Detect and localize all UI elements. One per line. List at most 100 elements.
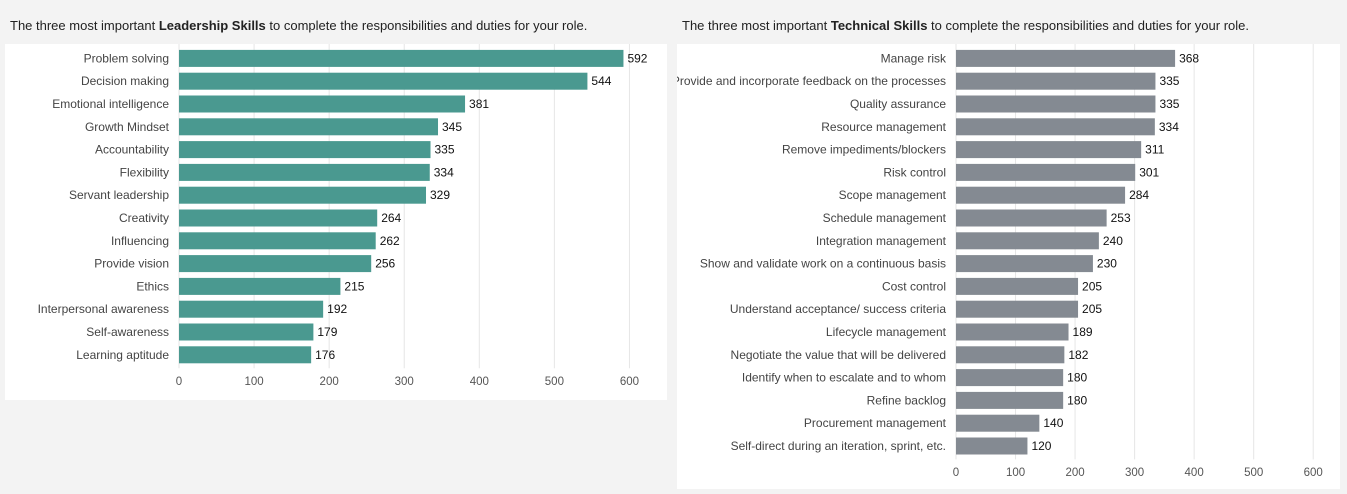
leadership-title-suffix: to complete the responsibilities and dut… [265,18,588,33]
technical-bar [956,232,1099,250]
technical-bar [956,141,1142,159]
leadership-bar [179,346,312,364]
technical-category-label: Manage risk [881,51,947,65]
leadership-tick-label: 600 [620,376,639,388]
technical-value-label: 140 [1043,416,1063,430]
leadership-category-label: Ethics [136,279,169,293]
technical-category-label: Show and validate work on a continuous b… [700,257,946,271]
technical-bar [956,255,1093,273]
technical-bar [956,437,1028,455]
technical-tick-label: 300 [1125,467,1144,479]
technical-category-label: Negotiate the value that will be deliver… [731,348,946,362]
technical-value-label: 253 [1111,211,1131,225]
technical-category-label: Provide and incorporate feedback on the … [677,74,946,88]
technical-bar [956,300,1079,318]
leadership-bar [179,232,376,250]
technical-category-label: Integration management [816,234,947,248]
technical-category-label: Procurement management [804,416,947,430]
technical-value-label: 230 [1097,257,1117,271]
technical-tick-label: 0 [953,467,959,479]
leadership-bar [179,49,624,67]
leadership-value-label: 256 [375,257,395,271]
leadership-bar [179,186,427,204]
technical-bar [956,346,1065,364]
leadership-category-label: Servant leadership [69,188,169,202]
technical-tick-label: 200 [1065,467,1084,479]
leadership-category-label: Learning aptitude [76,348,169,362]
leadership-value-label: 179 [317,325,337,339]
leadership-value-label: 334 [434,165,454,179]
leadership-category-label: Provide vision [94,257,169,271]
technical-value-label: 284 [1129,188,1149,202]
technical-value-label: 334 [1159,120,1179,134]
leadership-title-prefix: The three most important [10,18,159,33]
technical-bar [956,186,1126,204]
leadership-value-label: 544 [591,74,611,88]
leadership-category-label: Problem solving [84,51,169,65]
leadership-bar [179,141,431,159]
technical-title-bold: Technical Skills [830,18,928,33]
leadership-bar [179,323,314,341]
technical-bar [956,95,1156,113]
leadership-bar [179,255,372,273]
technical-value-label: 205 [1082,302,1102,316]
technical-chart-panel: 0 100 200 300 400 500 600 Manage risk 368 Provide… [672,41,1340,489]
technical-title-suffix: to complete the responsibilities and dut… [927,18,1249,33]
technical-category-label: Remove impediments/blockers [782,143,946,157]
leadership-category-label: Creativity [119,211,169,225]
technical-value-label: 311 [1145,143,1164,157]
technical-category-label: Self-direct during an iteration, sprint,… [731,439,946,453]
technical-tick-label: 400 [1185,467,1204,479]
technical-bar [956,163,1136,181]
leadership-tick-label: 100 [244,376,263,388]
technical-skills-chart: 0 100 200 300 400 500 600 Manage risk 368 Provide… [672,41,1323,479]
leadership-tick-label: 400 [470,376,489,388]
technical-category-label: Lifecycle management [826,325,947,339]
leadership-tick-label: 0 [176,376,182,388]
technical-bar [956,391,1064,409]
technical-value-label: 120 [1031,439,1051,453]
leadership-bar [179,277,341,295]
technical-value-label: 335 [1159,74,1179,88]
leadership-tick-label: 300 [395,376,414,388]
technical-value-label: 182 [1068,348,1088,362]
leadership-skills-chart: 0 100 200 300 400 500 600 Problem solving 592 Dec… [38,41,648,388]
technical-value-label: 301 [1139,165,1159,179]
leadership-category-label: Emotional intelligence [52,97,169,111]
technical-category-label: Understand acceptance/ success criteria [730,302,946,316]
technical-value-label: 335 [1159,97,1179,111]
technical-tick-label: 600 [1304,467,1323,479]
technical-bar [956,209,1107,227]
leadership-tick-label: 200 [320,376,339,388]
technical-category-label: Refine backlog [867,393,946,407]
technical-category-label: Resource management [821,120,946,134]
technical-value-label: 189 [1073,325,1093,339]
leadership-category-label: Interpersonal awareness [38,302,169,316]
leadership-category-label: Self-awareness [86,325,169,339]
technical-value-label: 240 [1103,234,1123,248]
technical-category-label: Risk control [883,165,946,179]
technical-value-label: 180 [1067,371,1087,385]
leadership-value-label: 264 [381,211,401,225]
technical-bar [956,323,1069,341]
leadership-bar [179,209,378,227]
leadership-title-bold: Leadership Skills [158,18,266,33]
technical-category-label: Identify when to escalate and to whom [742,371,946,385]
technical-value-label: 180 [1067,393,1087,407]
leadership-chart-title: The three most important Leadership Skil… [10,18,587,33]
leadership-bar [179,95,466,113]
technical-category-label: Cost control [882,279,946,293]
leadership-value-label: 335 [435,143,455,157]
leadership-bar [179,163,430,181]
technical-bar [956,369,1064,387]
technical-category-label: Schedule management [823,211,947,225]
leadership-tick-label: 500 [545,376,564,388]
technical-category-label: Quality assurance [850,97,946,111]
technical-title-prefix: The three most important [682,18,831,33]
leadership-value-label: 329 [430,188,450,202]
technical-bar [956,49,1176,67]
leadership-category-label: Flexibility [120,165,169,179]
technical-tick-label: 500 [1244,467,1263,479]
leadership-chart-panel: 0 100 200 300 400 500 600 Problem solving 592 Dec… [5,41,667,400]
technical-value-label: 205 [1082,279,1102,293]
